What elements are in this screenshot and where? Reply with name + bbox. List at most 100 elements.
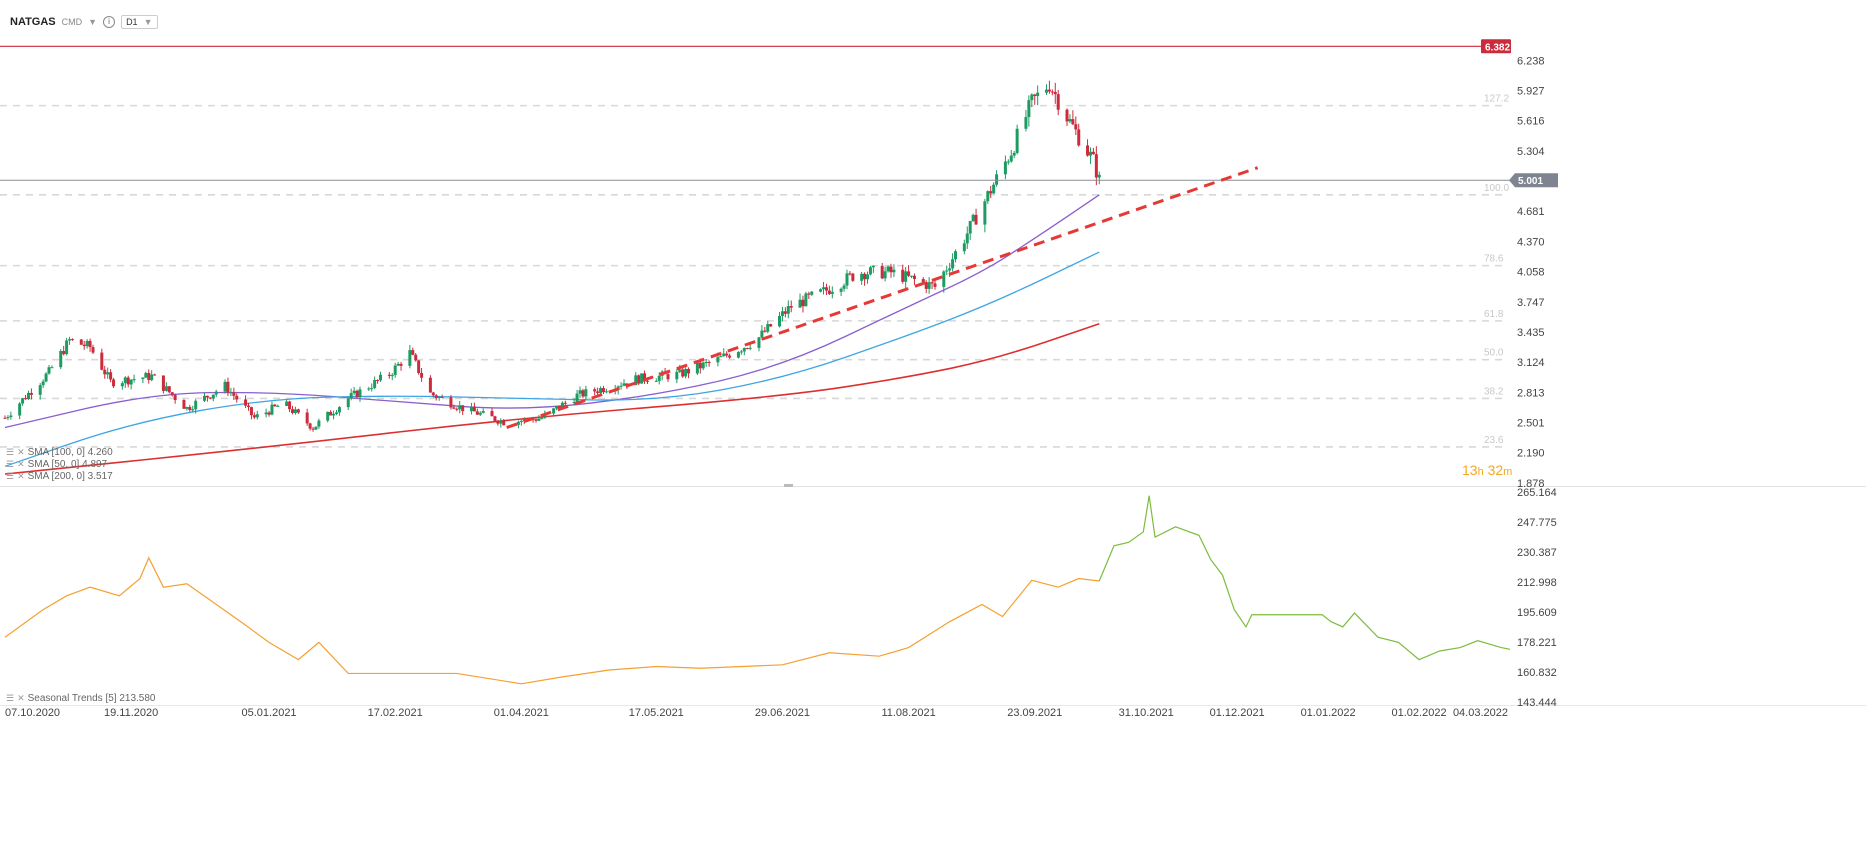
candlestick [129, 379, 133, 390]
candlestick [335, 409, 339, 416]
candlestick [552, 407, 556, 416]
candle-body [593, 389, 597, 392]
candlestick [252, 412, 256, 420]
close-icon[interactable]: ✕ [17, 693, 25, 703]
candlestick [745, 347, 749, 350]
candle-body [701, 362, 705, 369]
current-price-tag-value: 5.001 [1518, 176, 1543, 187]
candlestick [396, 361, 400, 367]
candlestick [907, 265, 911, 278]
candle-body [270, 404, 274, 415]
candle-body [1086, 145, 1090, 156]
candlestick [675, 368, 679, 384]
candlestick [1047, 80, 1051, 94]
close-icon[interactable]: ✕ [17, 471, 25, 481]
candlestick [62, 345, 66, 356]
candlestick [983, 198, 987, 233]
candlestick [91, 344, 95, 355]
candlestick [496, 419, 500, 426]
candlestick [839, 287, 843, 297]
candle-body [666, 374, 670, 380]
candlestick [317, 418, 321, 429]
candle-body [273, 404, 277, 407]
candle-body [358, 389, 362, 398]
settings-icon[interactable]: ☰ [6, 447, 15, 457]
candlestick [654, 378, 658, 382]
candle-body [490, 410, 494, 417]
candle-body [924, 282, 928, 289]
candlestick [912, 273, 916, 285]
candlestick [387, 371, 391, 379]
candlestick [79, 338, 83, 345]
x-tick-label: 19.11.2020 [104, 707, 158, 719]
candlestick [352, 386, 356, 396]
candlestick [399, 361, 403, 371]
candlestick [1094, 146, 1098, 186]
candle-body [886, 266, 890, 272]
candle-body [150, 374, 154, 381]
candlestick [85, 339, 89, 349]
settings-icon[interactable]: ☰ [6, 471, 15, 481]
candle-body [555, 406, 559, 409]
candlestick [291, 405, 295, 415]
candle-body [109, 372, 113, 380]
y-tick-label: 178.221 [1517, 637, 1557, 649]
candlestick [373, 376, 377, 390]
settings-icon[interactable]: ☰ [6, 459, 15, 469]
candlestick [830, 286, 834, 299]
candlestick [232, 387, 236, 401]
close-icon[interactable]: ✕ [17, 459, 25, 469]
fib-level-label: 23.6 [1484, 435, 1504, 446]
candlestick [739, 349, 743, 355]
candlestick [760, 325, 764, 340]
candlestick [370, 383, 374, 392]
candlesticks [3, 80, 1101, 432]
candle-body [38, 385, 42, 395]
settings-icon[interactable]: ☰ [6, 693, 15, 703]
countdown-hours: 13 [1462, 462, 1478, 478]
legend-sma200[interactable]: ☰ ✕ SMA [200, 0] 3.517 [6, 471, 113, 482]
chevron-down-icon[interactable]: ▼ [88, 17, 98, 27]
legend-sma50[interactable]: ☰ ✕ SMA [50, 0] 4.897 [6, 459, 107, 470]
legend-seasonal[interactable]: ☰ ✕ Seasonal Trends [5] 213.580 [6, 693, 156, 704]
candlestick [428, 375, 432, 393]
candle-body [866, 274, 870, 280]
fib-level-label: 127.2 [1484, 94, 1509, 105]
candlestick [942, 270, 946, 293]
candle-body [411, 350, 415, 355]
timeframe-select[interactable]: D1 ▼ [121, 15, 158, 29]
candlestick [1053, 82, 1057, 104]
candle-body [863, 273, 867, 280]
candlestick [41, 379, 45, 388]
candle-body [337, 407, 341, 413]
legend-sma200-label: SMA [200, 0] 3.517 [27, 471, 113, 482]
symbol-name[interactable]: NATGAS [10, 16, 56, 28]
candle-body [276, 405, 280, 407]
close-icon[interactable]: ✕ [17, 447, 25, 457]
candlestick [965, 226, 969, 249]
info-icon[interactable]: i [103, 16, 116, 28]
candle-body [379, 374, 383, 381]
candle-body [103, 369, 107, 375]
candle-body [493, 416, 497, 422]
candle-body [408, 350, 412, 366]
candlestick [951, 253, 955, 272]
candlestick [1012, 151, 1016, 159]
candlestick [736, 351, 740, 359]
y-tick-label: 3.124 [1517, 357, 1545, 369]
legend-sma100[interactable]: ☰ ✕ SMA [100, 0] 4.260 [6, 447, 113, 458]
candlestick [687, 367, 691, 379]
y-tick-label: 230.387 [1517, 547, 1557, 559]
candlestick [1036, 85, 1040, 106]
candlestick [246, 402, 250, 411]
candlestick [349, 388, 353, 401]
candle-body [167, 386, 171, 393]
candle-body [499, 420, 503, 424]
candle-body [695, 362, 699, 374]
candlestick [810, 291, 814, 297]
fib-level-label: 38.2 [1484, 386, 1504, 397]
candlestick [581, 388, 585, 399]
candle-body [637, 375, 641, 384]
candlestick [637, 374, 641, 386]
